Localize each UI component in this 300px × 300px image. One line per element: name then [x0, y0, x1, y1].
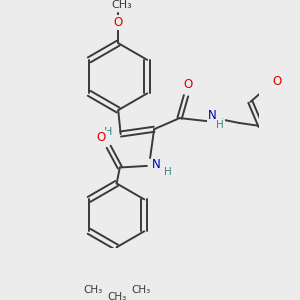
Text: CH₃: CH₃ — [111, 0, 132, 10]
Text: CH₃: CH₃ — [107, 292, 126, 300]
Text: O: O — [183, 78, 192, 91]
Text: O: O — [272, 75, 281, 88]
Text: N: N — [152, 158, 161, 171]
Text: CH₃: CH₃ — [83, 285, 102, 295]
Text: N: N — [208, 109, 217, 122]
Text: O: O — [114, 16, 123, 29]
Text: H: H — [104, 128, 112, 137]
Text: CH₃: CH₃ — [131, 285, 150, 295]
Text: O: O — [96, 131, 105, 144]
Text: H: H — [164, 167, 172, 177]
Text: H: H — [216, 120, 224, 130]
